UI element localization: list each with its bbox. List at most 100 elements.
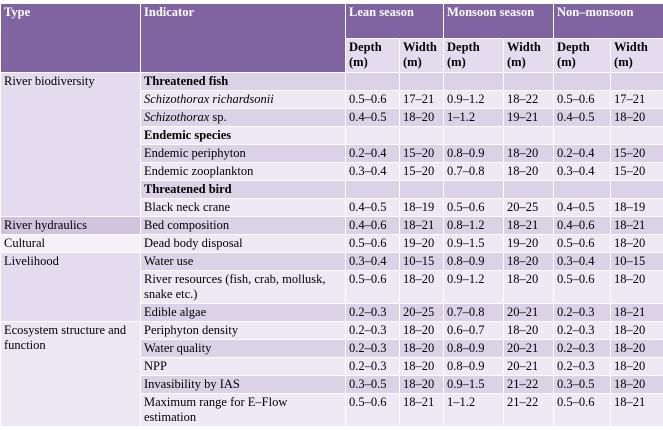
value-cell: 18–21 bbox=[398, 216, 445, 235]
value-cell bbox=[345, 126, 400, 145]
value-cell: 0.8–0.9 bbox=[443, 144, 505, 163]
header-subcolumn: Width (m) bbox=[610, 38, 663, 73]
value-cell: 0.2–0.4 bbox=[553, 144, 612, 163]
type-cell: River hydraulics bbox=[0, 216, 141, 235]
indicator-cell: Maximum range for E–Flow estimation bbox=[140, 393, 346, 427]
table-row: River resources (fish, crab, mollusk, sn… bbox=[1, 270, 663, 304]
value-cell bbox=[553, 180, 612, 199]
table-row: Livelihood Water use 0.3–0.4 10–15 0.8–0.9 18… bbox=[0, 252, 663, 322]
value-cell: 18–20 bbox=[398, 375, 445, 394]
value-cell: 18–20 bbox=[610, 108, 663, 127]
indicator-text: Bed composition bbox=[144, 218, 230, 232]
value-cell: 18–20 bbox=[398, 321, 445, 340]
value-cell: 0.8–0.9 bbox=[443, 357, 505, 376]
value-cell bbox=[443, 180, 505, 199]
value-cell: 19–20 bbox=[398, 234, 445, 253]
type-cell: Cultural bbox=[0, 234, 141, 253]
value-cell: 0.8–0.9 bbox=[443, 252, 505, 271]
value-cell: 18–20 bbox=[503, 144, 555, 163]
header-season: Monsoon season bbox=[443, 3, 555, 39]
value-cell: 0.3–0.4 bbox=[553, 162, 612, 181]
table-row: River biodiversity Threatened fish bbox=[0, 72, 663, 217]
table-row: Threatened bird bbox=[1, 180, 663, 199]
table-row: Water quality 0.2–0.3 18–20 0.8–0.9 20–21 0.2… bbox=[1, 339, 663, 358]
value-cell: 0.3–0.4 bbox=[345, 252, 400, 271]
indicator-text: Endemic zooplankton bbox=[144, 164, 254, 178]
value-cell: 20–21 bbox=[503, 357, 555, 376]
header-subcolumn: Width (m) bbox=[503, 38, 555, 73]
value-cell: 18–20 bbox=[610, 234, 663, 253]
indicator-cell: Bed composition bbox=[140, 216, 346, 235]
type-cell: River biodiversity bbox=[0, 72, 141, 217]
value-cell: 0.4–0.5 bbox=[553, 198, 612, 217]
value-cell: 18–19 bbox=[610, 198, 663, 217]
value-cell: 0.3–0.5 bbox=[553, 375, 612, 394]
value-cell: 18–20 bbox=[610, 321, 663, 340]
value-cell: 0.3–0.5 bbox=[345, 375, 400, 394]
value-cell: 18–21 bbox=[610, 303, 663, 322]
value-cell: 0.2–0.3 bbox=[345, 339, 400, 358]
indicator-italic: Schizothorax richardsonii bbox=[144, 92, 274, 106]
indicator-text: Threatened bird bbox=[144, 182, 232, 196]
indicator-text: Invasibility by IAS bbox=[144, 377, 240, 391]
value-cell: 18–20 bbox=[610, 339, 663, 358]
value-cell: 18–20 bbox=[610, 375, 663, 394]
value-cell: 0.4–0.5 bbox=[345, 198, 400, 217]
value-cell: 1–1.2 bbox=[443, 393, 505, 427]
table-row: Ecosystem structure and function Periphyt… bbox=[0, 321, 663, 427]
indicator-cell: Schizothorax sp. bbox=[140, 108, 346, 127]
value-cell: 18–20 bbox=[503, 252, 555, 271]
value-cell: 0.2–0.3 bbox=[553, 321, 612, 340]
value-cell: 21–22 bbox=[503, 375, 555, 394]
indicator-cell: Water use bbox=[140, 252, 346, 271]
value-cell: 18–21 bbox=[610, 216, 663, 235]
value-cell: 20–25 bbox=[398, 303, 445, 322]
value-cell bbox=[553, 126, 612, 145]
indicator-text: sp. bbox=[209, 110, 227, 124]
indicator-cell: Invasibility by IAS bbox=[140, 375, 346, 394]
value-cell: 20–25 bbox=[503, 198, 555, 217]
value-cell: 0.9–1.2 bbox=[443, 270, 505, 304]
value-cell: 0.2–0.3 bbox=[345, 321, 400, 340]
value-cell bbox=[503, 72, 555, 91]
table-row: Endemic species bbox=[1, 126, 663, 145]
value-cell: 20–21 bbox=[503, 339, 555, 358]
value-cell: 0.5–0.6 bbox=[553, 270, 612, 304]
table-row: Invasibility by IAS 0.3–0.5 18–20 0.9–1.5 21… bbox=[1, 375, 663, 394]
header-type: Type bbox=[0, 3, 141, 73]
table-row: NPP 0.2–0.3 18–20 0.8–0.9 20–21 0.2–0.3 18–20 bbox=[1, 357, 663, 376]
value-cell: 0.5–0.6 bbox=[553, 234, 612, 253]
value-cell: 15–20 bbox=[610, 144, 663, 163]
value-cell: 0.3–0.4 bbox=[553, 252, 612, 271]
value-cell bbox=[398, 126, 445, 145]
value-cell: 0.5–0.6 bbox=[345, 234, 400, 253]
indicator-text: Threatened fish bbox=[144, 74, 229, 88]
value-cell bbox=[443, 126, 505, 145]
indicator-text: Black neck crane bbox=[144, 200, 231, 214]
indicator-text: River resources (fish, crab, mollusk, sn… bbox=[144, 272, 326, 301]
indicator-text: Water quality bbox=[144, 341, 212, 355]
value-cell: 18–20 bbox=[610, 357, 663, 376]
value-cell bbox=[345, 180, 400, 199]
value-cell: 19–20 bbox=[503, 234, 555, 253]
type-cell: Livelihood bbox=[0, 252, 141, 322]
indicator-cell: Endemic periphyton bbox=[140, 144, 346, 163]
value-cell bbox=[503, 126, 555, 145]
value-cell: 18–20 bbox=[610, 270, 663, 304]
table-row: Maximum range for E–Flow estimation 0.5–0… bbox=[1, 393, 663, 427]
value-cell: 0.4–0.6 bbox=[345, 216, 400, 235]
header-subcolumn: Depth (m) bbox=[443, 38, 505, 73]
value-cell: 18–20 bbox=[398, 339, 445, 358]
value-cell: 18–19 bbox=[398, 198, 445, 217]
indicator-cell: Black neck crane bbox=[140, 198, 346, 217]
value-cell: 18–21 bbox=[398, 393, 445, 427]
indicator-text: Periphyton density bbox=[144, 323, 239, 337]
indicator-cell: Schizothorax richardsonii bbox=[140, 90, 346, 109]
indicator-cell: Threatened bird bbox=[140, 180, 346, 199]
header-season: Lean season bbox=[344, 3, 445, 39]
indicator-cell: Periphyton density bbox=[140, 321, 346, 340]
indicator-text: Endemic periphyton bbox=[144, 146, 246, 160]
value-cell: 0.7–0.8 bbox=[443, 303, 505, 322]
value-cell: 0.4–0.6 bbox=[553, 216, 612, 235]
value-cell: 0.2–0.3 bbox=[345, 357, 400, 376]
